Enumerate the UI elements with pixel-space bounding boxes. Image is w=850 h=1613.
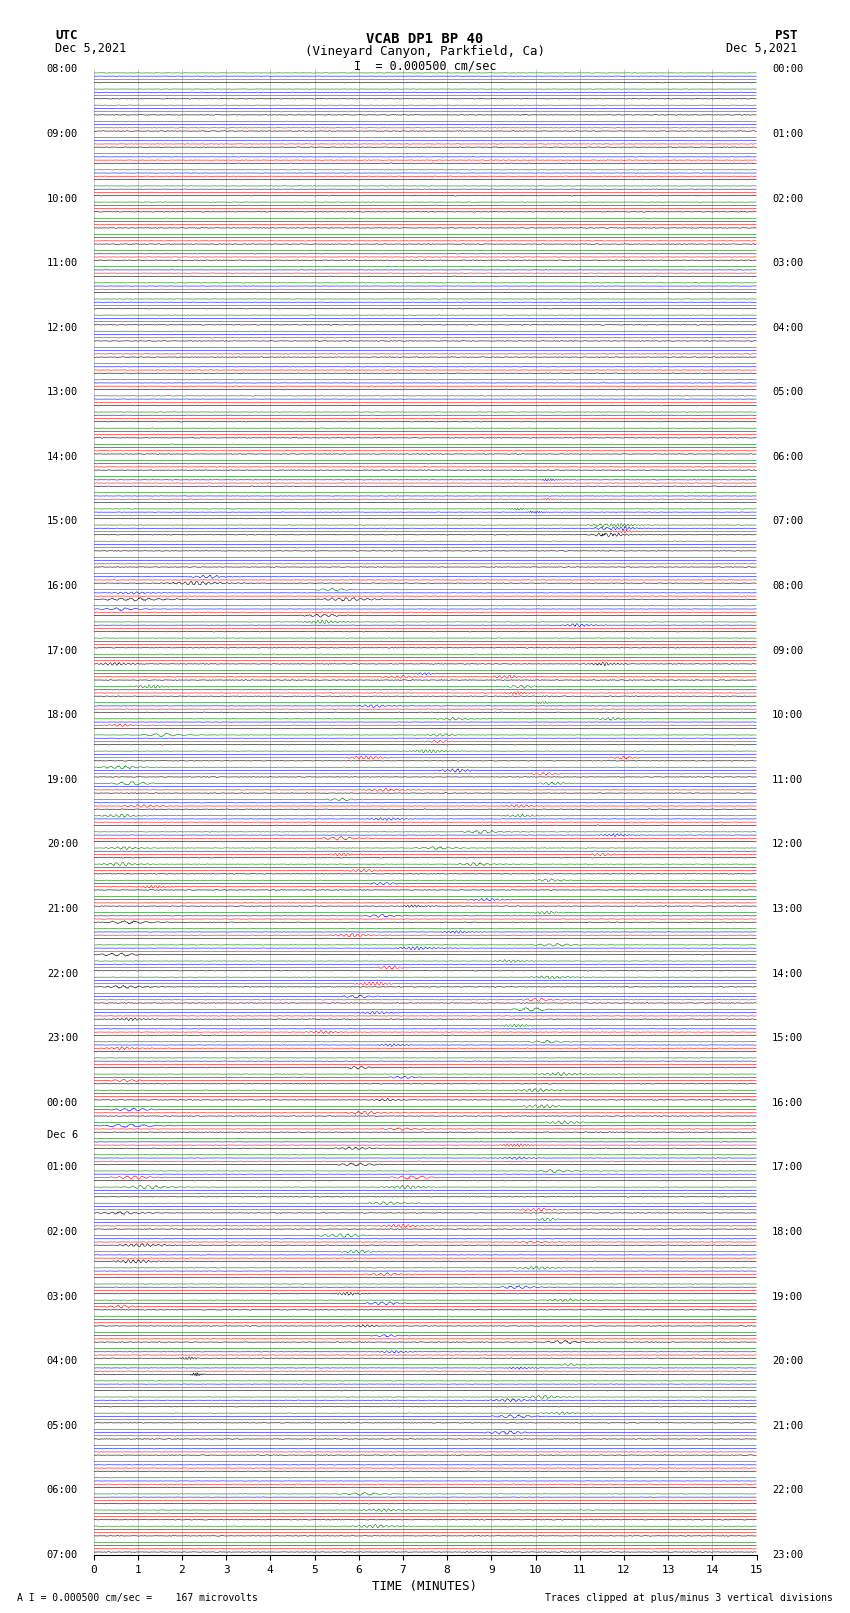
Text: PST: PST bbox=[775, 29, 797, 42]
Text: I  = 0.000500 cm/sec: I = 0.000500 cm/sec bbox=[354, 60, 496, 73]
Text: 07:00: 07:00 bbox=[772, 516, 803, 526]
Text: 18:00: 18:00 bbox=[47, 710, 78, 721]
Text: 02:00: 02:00 bbox=[772, 194, 803, 203]
Text: 11:00: 11:00 bbox=[47, 258, 78, 268]
Text: 19:00: 19:00 bbox=[772, 1292, 803, 1302]
Text: 09:00: 09:00 bbox=[47, 129, 78, 139]
Text: 13:00: 13:00 bbox=[47, 387, 78, 397]
Text: A I = 0.000500 cm/sec =    167 microvolts: A I = 0.000500 cm/sec = 167 microvolts bbox=[17, 1594, 258, 1603]
Text: Dec 5,2021: Dec 5,2021 bbox=[55, 42, 127, 55]
Text: 04:00: 04:00 bbox=[772, 323, 803, 332]
Text: 06:00: 06:00 bbox=[47, 1486, 78, 1495]
Text: 05:00: 05:00 bbox=[47, 1421, 78, 1431]
Text: 23:00: 23:00 bbox=[47, 1034, 78, 1044]
Text: (Vineyard Canyon, Parkfield, Ca): (Vineyard Canyon, Parkfield, Ca) bbox=[305, 45, 545, 58]
Text: UTC: UTC bbox=[55, 29, 77, 42]
Text: 18:00: 18:00 bbox=[772, 1227, 803, 1237]
Text: 01:00: 01:00 bbox=[772, 129, 803, 139]
Text: Dec 5,2021: Dec 5,2021 bbox=[726, 42, 797, 55]
Text: 14:00: 14:00 bbox=[772, 969, 803, 979]
Text: 19:00: 19:00 bbox=[47, 774, 78, 786]
Text: 08:00: 08:00 bbox=[772, 581, 803, 590]
Text: 06:00: 06:00 bbox=[772, 452, 803, 461]
Text: 10:00: 10:00 bbox=[47, 194, 78, 203]
Text: Traces clipped at plus/minus 3 vertical divisions: Traces clipped at plus/minus 3 vertical … bbox=[545, 1594, 833, 1603]
Text: 17:00: 17:00 bbox=[47, 645, 78, 655]
X-axis label: TIME (MINUTES): TIME (MINUTES) bbox=[372, 1581, 478, 1594]
Text: 04:00: 04:00 bbox=[47, 1357, 78, 1366]
Text: 05:00: 05:00 bbox=[772, 387, 803, 397]
Text: 21:00: 21:00 bbox=[47, 903, 78, 915]
Text: 00:00: 00:00 bbox=[47, 1098, 78, 1108]
Text: 20:00: 20:00 bbox=[47, 839, 78, 850]
Text: VCAB DP1 BP 40: VCAB DP1 BP 40 bbox=[366, 32, 484, 47]
Text: 15:00: 15:00 bbox=[47, 516, 78, 526]
Text: 07:00: 07:00 bbox=[47, 1550, 78, 1560]
Text: 22:00: 22:00 bbox=[772, 1486, 803, 1495]
Text: 01:00: 01:00 bbox=[47, 1163, 78, 1173]
Text: 00:00: 00:00 bbox=[772, 65, 803, 74]
Text: 02:00: 02:00 bbox=[47, 1227, 78, 1237]
Text: 08:00: 08:00 bbox=[47, 65, 78, 74]
Text: 03:00: 03:00 bbox=[47, 1292, 78, 1302]
Text: 13:00: 13:00 bbox=[772, 903, 803, 915]
Text: 11:00: 11:00 bbox=[772, 774, 803, 786]
Text: Dec 6: Dec 6 bbox=[47, 1131, 78, 1140]
Text: 17:00: 17:00 bbox=[772, 1163, 803, 1173]
Text: 23:00: 23:00 bbox=[772, 1550, 803, 1560]
Text: 15:00: 15:00 bbox=[772, 1034, 803, 1044]
Text: 16:00: 16:00 bbox=[47, 581, 78, 590]
Text: 14:00: 14:00 bbox=[47, 452, 78, 461]
Text: 16:00: 16:00 bbox=[772, 1098, 803, 1108]
Text: 09:00: 09:00 bbox=[772, 645, 803, 655]
Text: 21:00: 21:00 bbox=[772, 1421, 803, 1431]
Text: 03:00: 03:00 bbox=[772, 258, 803, 268]
Text: 10:00: 10:00 bbox=[772, 710, 803, 721]
Text: 12:00: 12:00 bbox=[47, 323, 78, 332]
Text: 12:00: 12:00 bbox=[772, 839, 803, 850]
Text: 22:00: 22:00 bbox=[47, 969, 78, 979]
Text: 20:00: 20:00 bbox=[772, 1357, 803, 1366]
